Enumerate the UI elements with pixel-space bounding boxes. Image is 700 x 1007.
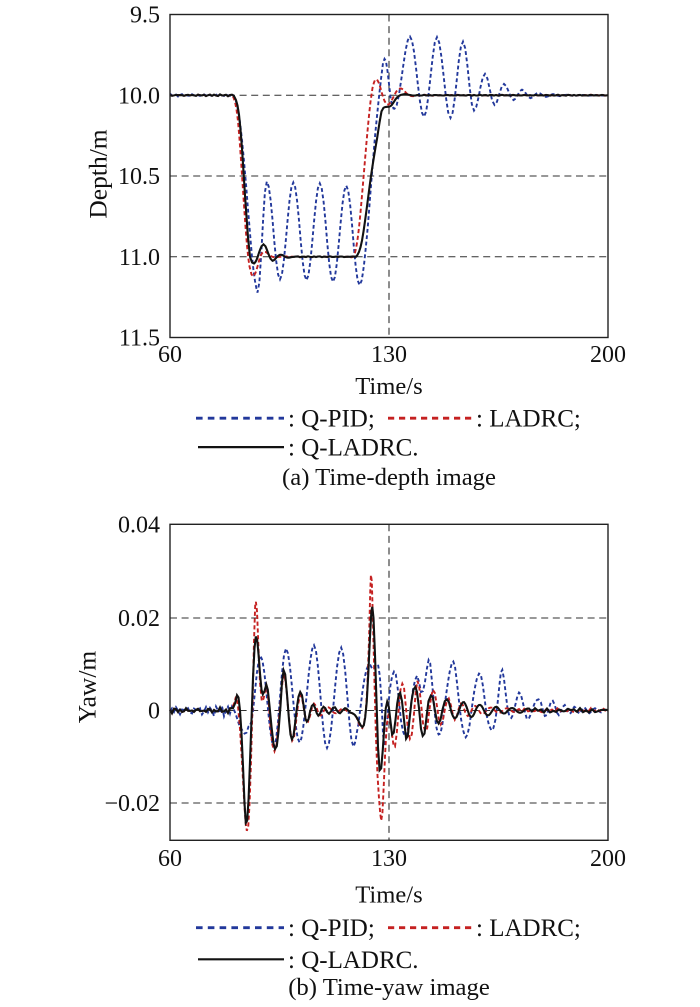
svg-text:(a) Time-depth image: (a) Time-depth image: [282, 464, 496, 491]
svg-text:60: 60: [158, 846, 182, 872]
svg-text:(b) Time-yaw image: (b) Time-yaw image: [288, 974, 490, 1001]
svg-text:−0.02: −0.02: [104, 791, 160, 817]
svg-text:: Q-PID;: : Q-PID;: [288, 915, 375, 942]
svg-text:130: 130: [371, 846, 407, 872]
svg-text:: LADRC;: : LADRC;: [476, 406, 581, 433]
svg-text:0.04: 0.04: [118, 512, 160, 538]
svg-text:: LADRC;: : LADRC;: [476, 915, 581, 942]
svg-text:Depth/m: Depth/m: [84, 129, 113, 218]
svg-text:: Q-PID;: : Q-PID;: [288, 406, 375, 433]
svg-text:0: 0: [148, 699, 160, 725]
svg-text:10.0: 10.0: [118, 83, 160, 109]
svg-text:10.5: 10.5: [118, 164, 160, 190]
svg-text:11.5: 11.5: [119, 326, 160, 352]
svg-text:0.02: 0.02: [118, 606, 160, 632]
svg-text:60: 60: [158, 342, 182, 368]
svg-text:: Q-LADRC.: : Q-LADRC.: [288, 435, 419, 462]
svg-text:: Q-LADRC.: : Q-LADRC.: [288, 947, 419, 974]
svg-text:Yaw/m: Yaw/m: [73, 651, 102, 724]
svg-text:11.0: 11.0: [119, 245, 160, 271]
svg-text:200: 200: [590, 342, 626, 368]
svg-text:200: 200: [590, 846, 626, 872]
svg-text:9.5: 9.5: [130, 3, 160, 29]
svg-text:Time/s: Time/s: [355, 373, 422, 400]
svg-text:130: 130: [371, 342, 407, 368]
svg-text:Time/s: Time/s: [355, 882, 422, 909]
